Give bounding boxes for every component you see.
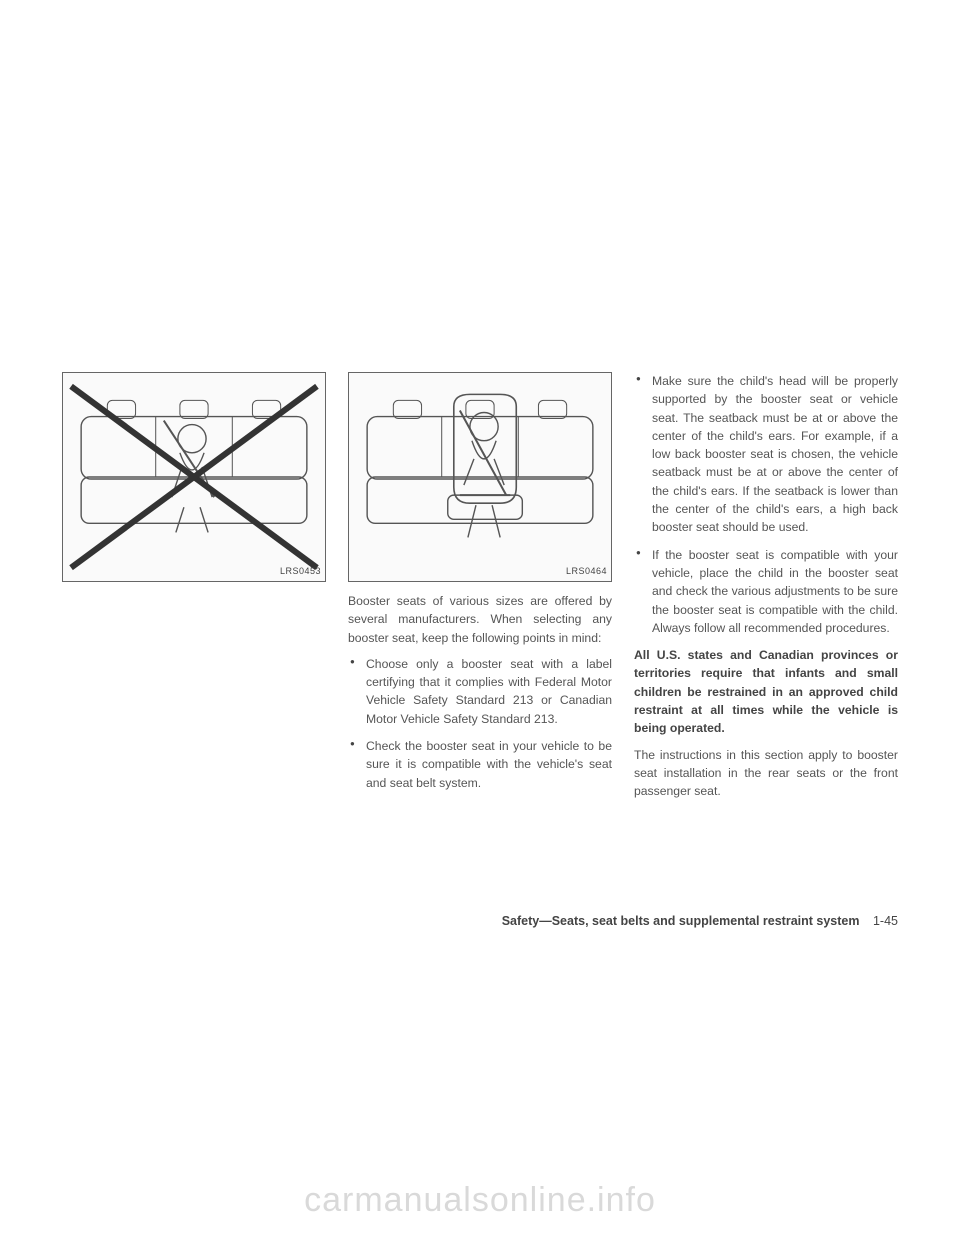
list-item: Choose only a booster seat with a label … — [348, 655, 612, 728]
bold-notice: All U.S. states and Canadian provinces o… — [634, 646, 898, 737]
list-item: Make sure the child's head will be prope… — [634, 372, 898, 537]
footer-page-number: 1-45 — [873, 914, 898, 928]
figure-incorrect-booster: LRS0453 — [62, 372, 326, 582]
column-middle: LRS0464 Booster seats of various sizes a… — [348, 372, 612, 809]
figure-label-left: LRS0453 — [280, 565, 321, 579]
body-paragraph: The instructions in this section apply t… — [634, 746, 898, 801]
column-right: Make sure the child's head will be prope… — [634, 372, 898, 809]
figure-correct-booster: LRS0464 — [348, 372, 612, 582]
seat-crossout-illustration — [63, 373, 325, 581]
watermark-text: carmanualsonline.info — [0, 1181, 960, 1220]
footer-section-title: Safety—Seats, seat belts and supplementa… — [502, 914, 860, 928]
three-column-layout: LRS0453 — [62, 372, 898, 809]
list-item: If the booster seat is compatible with y… — [634, 546, 898, 637]
list-item: Check the booster seat in your vehicle t… — [348, 737, 612, 792]
column-left: LRS0453 — [62, 372, 326, 809]
booster-seat-illustration — [349, 373, 611, 581]
page-content: LRS0453 — [62, 372, 898, 809]
bullet-list-col2: Choose only a booster seat with a label … — [348, 655, 612, 792]
page-footer: Safety—Seats, seat belts and supplementa… — [502, 914, 898, 928]
intro-paragraph: Booster seats of various sizes are offer… — [348, 592, 612, 647]
bullet-list-col3: Make sure the child's head will be prope… — [634, 372, 898, 637]
figure-label-middle: LRS0464 — [566, 565, 607, 579]
